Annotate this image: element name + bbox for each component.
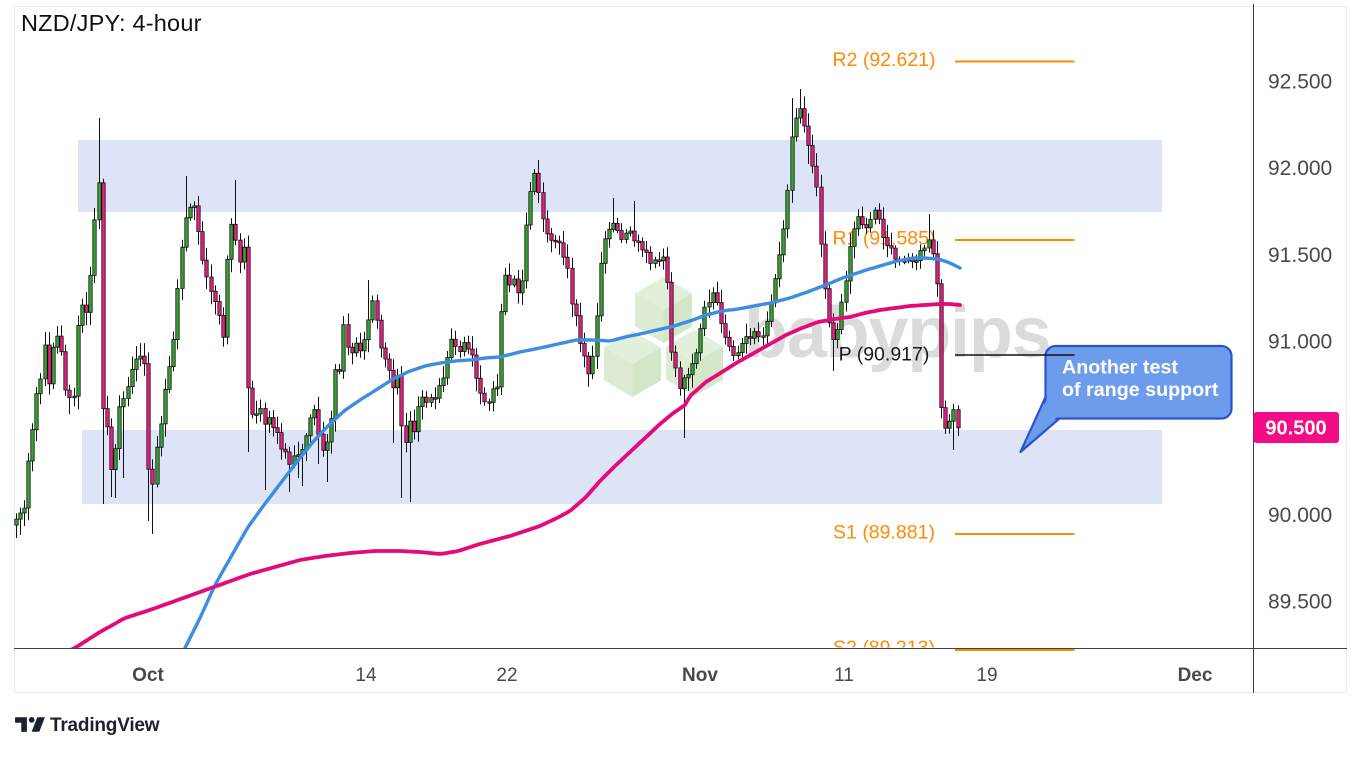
svg-text:90.500: 90.500 — [1265, 418, 1326, 440]
svg-text:11: 11 — [834, 665, 854, 686]
svg-text:91.000: 91.000 — [1268, 331, 1332, 354]
svg-text:Another test: Another test — [1062, 357, 1178, 379]
svg-text:91.500: 91.500 — [1268, 244, 1332, 267]
svg-text:14: 14 — [355, 665, 377, 686]
svg-text:92.500: 92.500 — [1268, 71, 1332, 94]
svg-text:S2 (89.213): S2 (89.213) — [833, 637, 935, 659]
svg-text:of range support: of range support — [1062, 379, 1219, 401]
svg-text:R2 (92.621): R2 (92.621) — [833, 49, 936, 71]
svg-text:P (90.917): P (90.917) — [839, 344, 930, 366]
svg-text:Nov: Nov — [682, 665, 718, 686]
svg-text:89.500: 89.500 — [1268, 591, 1332, 614]
svg-text:S1 (89.881): S1 (89.881) — [833, 522, 935, 544]
svg-text:19: 19 — [976, 665, 997, 686]
svg-text:90.000: 90.000 — [1268, 504, 1332, 527]
svg-text:Oct: Oct — [132, 665, 164, 686]
svg-text:22: 22 — [496, 665, 517, 686]
svg-text:92.000: 92.000 — [1268, 157, 1332, 180]
svg-text:Dec: Dec — [1178, 665, 1213, 686]
